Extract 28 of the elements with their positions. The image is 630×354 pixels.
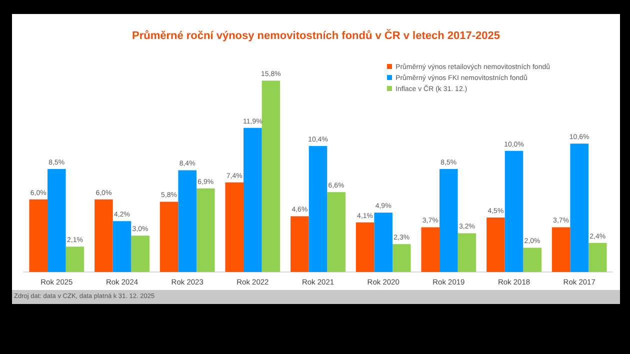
bar [66, 246, 84, 272]
bar [392, 244, 411, 272]
bar [178, 170, 196, 272]
bar [440, 169, 458, 272]
bar [48, 169, 66, 272]
bar [160, 202, 178, 272]
bar [112, 221, 132, 272]
bar [356, 222, 374, 272]
bar [486, 218, 505, 272]
bar [523, 248, 542, 272]
bar [588, 242, 607, 272]
bar [504, 150, 524, 272]
bar [196, 188, 215, 272]
bar [225, 182, 244, 272]
bar [244, 128, 262, 272]
bar [552, 227, 570, 272]
bar [29, 199, 48, 272]
bar [131, 236, 150, 272]
bar [94, 199, 113, 272]
bar [421, 227, 440, 272]
bar [458, 233, 476, 272]
bar [374, 212, 392, 272]
bar [570, 144, 588, 272]
bar [290, 216, 309, 272]
bar [308, 146, 328, 272]
bar [327, 192, 346, 272]
bar [262, 80, 280, 272]
chart-title: Průměrné roční výnosy nemovitostních fondů v ČR v letech 2017-2025 [130, 30, 501, 42]
